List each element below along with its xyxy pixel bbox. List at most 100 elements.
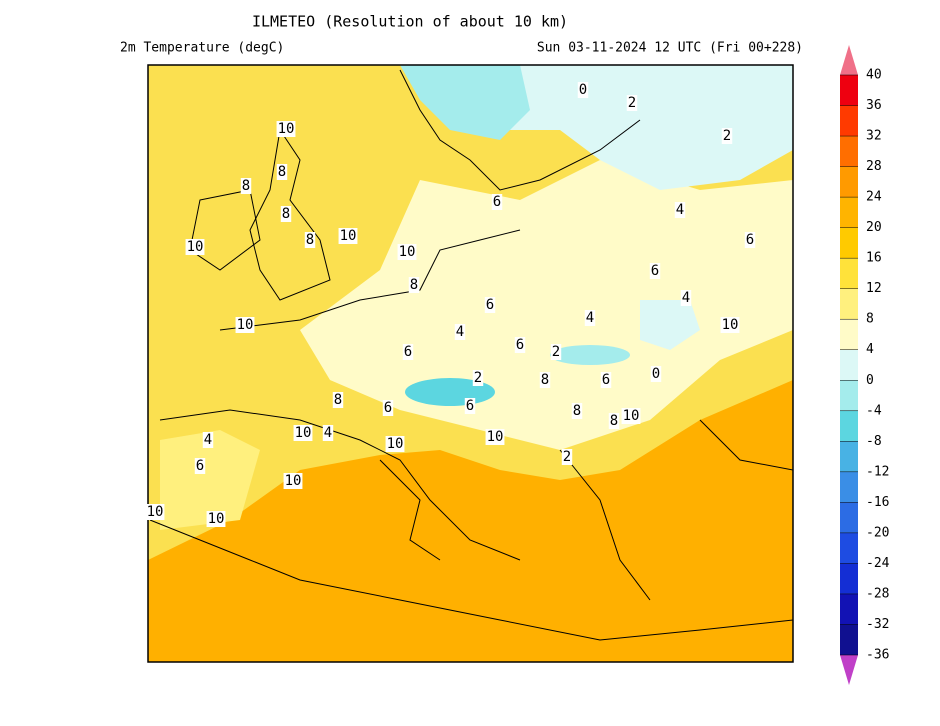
contour-label-bg xyxy=(402,344,414,360)
contour-label-bg xyxy=(650,366,662,382)
colorbar-label: 0 xyxy=(866,373,874,388)
title: ILMETEO (Resolution of about 10 km) xyxy=(252,13,568,31)
contour-label-bg xyxy=(720,317,740,333)
colorbar-band xyxy=(840,471,858,503)
colorbar-band xyxy=(840,288,858,320)
colorbar-label: -28 xyxy=(866,586,889,601)
contour-label: 4 xyxy=(676,202,684,218)
colorbar-label: -16 xyxy=(866,495,889,510)
contour-label-bg xyxy=(561,449,573,465)
contour-label: 10 xyxy=(295,425,312,441)
subtitle-left: 2m Temperature (degC) xyxy=(120,41,284,56)
contour-label: 2 xyxy=(563,449,571,465)
contour-label-bg xyxy=(571,403,583,419)
contour-label-bg xyxy=(674,202,686,218)
contour-label-bg xyxy=(202,432,214,448)
colorbar-label: -20 xyxy=(866,525,889,540)
colorbar-label: 28 xyxy=(866,159,882,174)
contour-label-bg xyxy=(577,82,589,98)
carpathians xyxy=(550,345,630,365)
contour-label: 6 xyxy=(404,344,412,360)
contour-label-bg xyxy=(338,228,358,244)
colorbar-band xyxy=(840,319,858,350)
contour-label: 2 xyxy=(628,95,636,111)
colorbar-band xyxy=(840,258,858,289)
contour-label-bg xyxy=(539,372,551,388)
colorbar-band xyxy=(840,75,858,106)
subtitle-right: Sun 03-11-2024 12 UTC (Fri 00+228) xyxy=(537,41,803,56)
contour-label: 2 xyxy=(723,128,731,144)
contour-label: 8 xyxy=(573,403,581,419)
colorbar-label: -32 xyxy=(866,617,889,632)
colorbar-label: 8 xyxy=(866,312,874,327)
contour-label-bg xyxy=(485,429,505,445)
contour-label: 8 xyxy=(410,277,418,293)
contour-label: 10 xyxy=(187,239,204,255)
colorbar-band xyxy=(840,624,858,655)
contour-label: 6 xyxy=(384,400,392,416)
colorbar-label: 20 xyxy=(866,220,882,235)
contour-label-bg xyxy=(322,425,334,441)
contour-label-bg xyxy=(721,128,733,144)
contour-label: 10 xyxy=(237,317,254,333)
contour-label-bg xyxy=(276,164,288,180)
contour-label: 2 xyxy=(474,370,482,386)
colorbar-band xyxy=(840,563,858,594)
colorbar-label: -36 xyxy=(866,648,889,663)
colorbar-label: -24 xyxy=(866,556,890,571)
contour-label: 8 xyxy=(541,372,549,388)
contour-label: 0 xyxy=(579,82,587,98)
contour-label: 10 xyxy=(147,504,164,520)
colorbar-label: 40 xyxy=(866,68,882,83)
colorbar-band xyxy=(840,502,858,533)
map-frame xyxy=(147,64,794,663)
contour-label-bg xyxy=(206,511,226,527)
contour-label-bg xyxy=(680,290,692,306)
contour-label-bg xyxy=(472,370,484,386)
contour-label: 6 xyxy=(466,398,474,414)
colorbar-band xyxy=(840,136,858,167)
colorbar-label: -8 xyxy=(866,434,882,449)
contour-label: 8 xyxy=(610,413,618,429)
contour-label-bg xyxy=(240,178,252,194)
colorbar-band xyxy=(840,410,858,442)
contour-label-bg xyxy=(145,504,165,520)
contour-label-bg xyxy=(491,194,503,210)
contour-label: 6 xyxy=(493,194,501,210)
colorbar-band xyxy=(840,593,858,625)
contour-label-bg xyxy=(293,425,313,441)
colorbar-label: 32 xyxy=(866,129,882,144)
contour-label-bg xyxy=(235,317,255,333)
contour-label: 10 xyxy=(208,511,225,527)
contour-label-bg xyxy=(385,436,405,452)
contour-label: 8 xyxy=(282,206,290,222)
contour-label: 6 xyxy=(516,337,524,353)
colorbar-label: -4 xyxy=(866,403,882,418)
colorbar-label: 4 xyxy=(866,342,874,357)
contour-label-bg xyxy=(382,400,394,416)
contour-label-bg xyxy=(514,337,526,353)
colorbar-band xyxy=(840,197,858,228)
iberia xyxy=(160,430,260,530)
colorbar-label: 16 xyxy=(866,251,882,266)
colorbar-label: 36 xyxy=(866,98,882,113)
contour-label: 8 xyxy=(278,164,286,180)
colorbar-band xyxy=(840,349,858,381)
contour-label: 6 xyxy=(486,297,494,313)
contour-label: 10 xyxy=(340,228,357,244)
contour-label: 6 xyxy=(602,372,610,388)
colorbar-band xyxy=(840,532,858,564)
contour-label: 8 xyxy=(334,392,342,408)
contour-label: 8 xyxy=(242,178,250,194)
colorbar-label: -12 xyxy=(866,464,889,479)
contour-label-bg xyxy=(584,310,596,326)
contour-label-bg xyxy=(454,324,466,340)
contour-label: 6 xyxy=(651,263,659,279)
colorbar-band xyxy=(840,227,858,259)
colorbar-band xyxy=(840,166,858,198)
contour-label: 10 xyxy=(285,473,302,489)
contour-label-bg xyxy=(185,239,205,255)
contour-label: 4 xyxy=(682,290,690,306)
contour-label-bg xyxy=(600,372,612,388)
